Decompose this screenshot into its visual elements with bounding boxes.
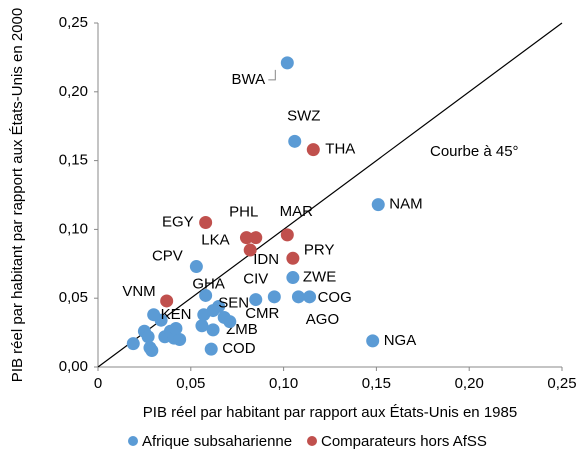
point-label: KEN bbox=[161, 306, 192, 323]
point bbox=[371, 198, 385, 212]
point bbox=[291, 290, 305, 304]
x-axis-title: PIB réel par habitant par rapport aux Ét… bbox=[143, 404, 517, 421]
point bbox=[145, 343, 159, 357]
legend-label: Afrique subsaharienne bbox=[142, 433, 292, 450]
legend-label: Comparateurs hors AfSS bbox=[321, 433, 487, 450]
point-label: COD bbox=[222, 340, 256, 357]
point bbox=[267, 290, 281, 304]
y-tick-label: 0,05 bbox=[59, 289, 88, 306]
leader-line bbox=[268, 69, 276, 81]
legend-marker bbox=[128, 436, 138, 446]
point bbox=[141, 330, 155, 344]
point bbox=[206, 323, 220, 337]
point bbox=[243, 243, 257, 257]
point-label: VNM bbox=[122, 283, 155, 300]
point-label: GHA bbox=[192, 275, 225, 292]
point bbox=[303, 290, 317, 304]
point bbox=[280, 228, 294, 242]
y-axis-title: PIB réel par habitant par rapport aux Ét… bbox=[9, 8, 26, 382]
point bbox=[147, 308, 161, 322]
point-label: SEN bbox=[218, 294, 249, 311]
y-tick-label: 0,20 bbox=[59, 83, 88, 100]
point bbox=[280, 56, 294, 70]
point-label: AGO bbox=[306, 311, 339, 328]
point-label: CPV bbox=[152, 248, 183, 265]
x-tick-label: 0,20 bbox=[455, 375, 484, 392]
point bbox=[239, 231, 253, 245]
point bbox=[366, 334, 380, 348]
y-tick-label: 0,25 bbox=[59, 14, 88, 31]
point bbox=[286, 271, 300, 285]
point bbox=[199, 288, 213, 302]
y-tick-label: 0,15 bbox=[59, 152, 88, 169]
point bbox=[204, 342, 218, 356]
point-label: NGA bbox=[384, 332, 417, 349]
point bbox=[189, 260, 203, 274]
y-tick-label: 0,10 bbox=[59, 220, 88, 237]
point bbox=[199, 216, 213, 230]
point-label: BWA bbox=[231, 71, 265, 88]
point bbox=[223, 315, 237, 329]
diagonal-line bbox=[97, 22, 563, 368]
point-label: LKA bbox=[201, 232, 229, 249]
point-label: SWZ bbox=[287, 107, 320, 124]
point-label: EGY bbox=[162, 213, 194, 230]
legend-marker bbox=[307, 436, 317, 446]
point-label: PHL bbox=[229, 204, 258, 221]
x-tick-label: 0,05 bbox=[176, 375, 205, 392]
point bbox=[288, 134, 302, 148]
point bbox=[195, 319, 209, 333]
x-tick-label: 0,15 bbox=[362, 375, 391, 392]
point-label: IDN bbox=[253, 251, 279, 268]
y-tick-label: 0,00 bbox=[59, 358, 88, 375]
point bbox=[173, 332, 187, 346]
point-label: PRY bbox=[304, 241, 335, 258]
point bbox=[249, 293, 263, 307]
annotation: Courbe à 45° bbox=[430, 143, 519, 160]
point-label: ZWE bbox=[303, 269, 336, 286]
point-label: NAM bbox=[389, 196, 422, 213]
point bbox=[126, 337, 140, 351]
x-tick-label: 0,25 bbox=[547, 375, 576, 392]
x-tick-label: 0,10 bbox=[269, 375, 298, 392]
point-label: MAR bbox=[280, 203, 314, 220]
point-label: CMR bbox=[245, 305, 279, 322]
point bbox=[306, 143, 320, 157]
point-label: CIV bbox=[243, 271, 268, 288]
point bbox=[286, 251, 300, 265]
point bbox=[160, 294, 174, 308]
point-label: THA bbox=[325, 141, 355, 158]
point bbox=[249, 231, 263, 245]
point bbox=[169, 321, 183, 335]
x-tick-label: 0 bbox=[94, 375, 102, 392]
point bbox=[206, 304, 220, 318]
point-label: COG bbox=[318, 289, 352, 306]
